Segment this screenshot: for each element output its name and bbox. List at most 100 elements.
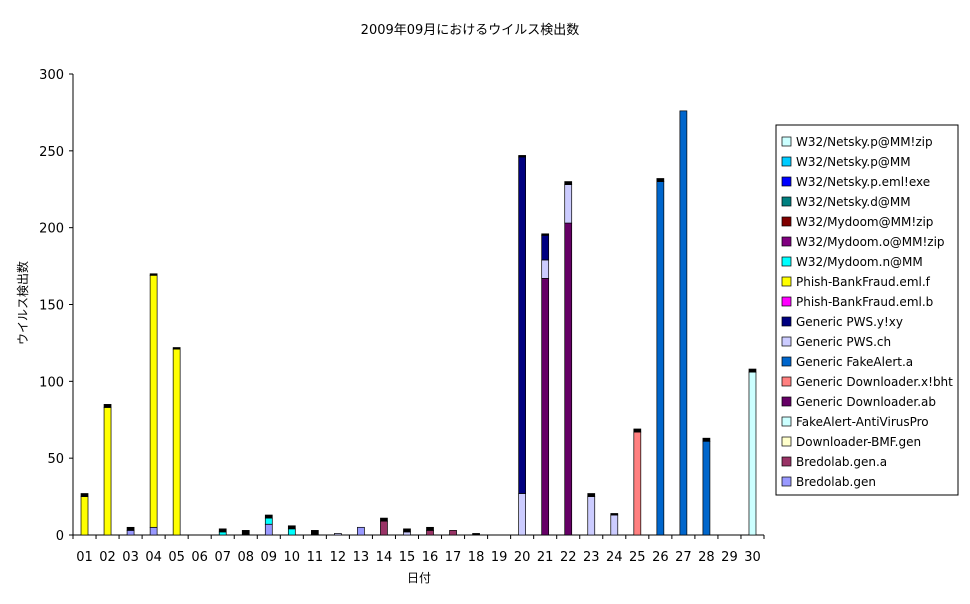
- bar-segment: [126, 530, 135, 536]
- bar-segment: [564, 222, 573, 536]
- bar-segment: [334, 533, 342, 536]
- bar-segment: [541, 259, 550, 279]
- bar-segment: [80, 493, 89, 497]
- bar-segment: [656, 178, 665, 182]
- bar-segment: [656, 181, 665, 536]
- legend-label: W32/Netsky.p@MM!zip: [796, 135, 933, 149]
- bar-segment: [472, 533, 480, 536]
- legend-swatch: [781, 396, 792, 407]
- bar-segment: [172, 347, 181, 350]
- bar-segment: [518, 155, 527, 158]
- legend-swatch: [781, 236, 792, 247]
- bar-segment: [610, 514, 619, 536]
- legend-label: Generic PWS.y!xy: [796, 315, 903, 329]
- bar-segment: [126, 526, 135, 531]
- legend-swatch: [781, 176, 792, 187]
- bar-segment: [518, 493, 527, 536]
- bar-segment: [564, 181, 573, 185]
- plot-area: 0 50 100 150 200 250 300 01 02 03 04 05 06 07 08 09 10 11…: [39, 68, 765, 565]
- legend-swatch: [781, 476, 792, 487]
- bar-segment: [679, 110, 688, 536]
- legend-swatch: [781, 376, 792, 387]
- bar-segment: [518, 156, 527, 494]
- x-tick-label: 22: [560, 550, 577, 565]
- bar-segment: [264, 523, 273, 536]
- bar-segment: [702, 437, 711, 442]
- bar-segment: [103, 404, 112, 408]
- x-tick-label: 01: [76, 550, 93, 565]
- x-tick-label: 03: [122, 550, 139, 565]
- legend-swatch: [781, 356, 792, 367]
- x-tick-label: 02: [99, 550, 116, 565]
- legend-label: Phish-BankFraud.eml.b: [796, 295, 933, 309]
- bar-segment: [748, 368, 757, 373]
- y-tick-label: 0: [56, 529, 64, 544]
- bar-segment: [103, 407, 112, 536]
- bar-segment: [564, 184, 573, 224]
- legend-label: FakeAlert-AntiVirusPro: [796, 415, 929, 429]
- x-tick-label: 27: [675, 550, 692, 565]
- legend-swatch: [781, 216, 792, 227]
- bar-segment: [149, 274, 158, 528]
- bar-segment: [357, 526, 365, 536]
- bar-segment: [587, 493, 596, 497]
- x-tick-label: 14: [376, 550, 393, 565]
- legend-swatch: [781, 456, 792, 467]
- legend-label: Generic Downloader.x!bht: [796, 375, 953, 389]
- bar-segment: [610, 513, 619, 516]
- x-tick-label: 28: [698, 550, 715, 565]
- bar-segment: [426, 526, 434, 531]
- bar-segment: [380, 517, 388, 522]
- legend-label: W32/Netsky.d@MM: [796, 195, 911, 209]
- x-tick-label: 13: [353, 550, 370, 565]
- legend-label: Bredolab.gen: [796, 475, 876, 489]
- y-tick-label: 300: [39, 68, 64, 83]
- legend-label: Bredolab.gen.a: [796, 455, 887, 469]
- legend-label: W32/Mydoom.n@MM: [796, 255, 923, 269]
- bar-segment: [311, 530, 319, 536]
- x-tick-label: 25: [629, 550, 646, 565]
- x-tick-label: 07: [214, 550, 231, 565]
- x-tick-label: 06: [191, 550, 208, 565]
- bar-segment: [633, 428, 642, 433]
- x-tick-label: 17: [445, 550, 462, 565]
- bar-segment: [172, 348, 181, 536]
- bar-segment: [587, 496, 596, 536]
- y-tick-label: 100: [39, 375, 64, 390]
- legend-swatch: [781, 296, 792, 307]
- legend-label: W32/Netsky.p.eml!exe: [796, 175, 930, 189]
- bar-segment: [403, 528, 411, 533]
- y-axis-label: ウイルス検出数: [15, 261, 30, 345]
- bar-segment: [633, 431, 642, 536]
- bar-segment: [426, 530, 434, 536]
- bar-segment: [149, 526, 158, 536]
- y-tick-label: 150: [39, 299, 64, 314]
- bar-segment: [541, 233, 550, 236]
- bar-segment: [748, 371, 757, 536]
- legend-swatch: [781, 436, 792, 447]
- bar-segment: [449, 530, 457, 536]
- bar-segment: [541, 278, 550, 536]
- legend-swatch: [781, 276, 792, 287]
- x-tick-label: 12: [330, 550, 347, 565]
- x-tick-label: 18: [468, 550, 485, 565]
- legend-swatch: [781, 336, 792, 347]
- bar-segment: [264, 514, 273, 519]
- x-tick-label: 20: [514, 550, 531, 565]
- chart-title: 2009年09月におけるウイルス検出数: [361, 23, 580, 38]
- bar-segment: [80, 496, 89, 536]
- x-tick-label: 09: [261, 550, 278, 565]
- x-tick-label: 19: [491, 550, 508, 565]
- legend-swatch: [781, 256, 792, 267]
- bar-segment: [702, 440, 711, 536]
- bar-segment: [149, 273, 158, 276]
- legend-label: Phish-BankFraud.eml.f: [796, 275, 931, 289]
- x-tick-label: 15: [399, 550, 416, 565]
- y-tick-label: 250: [39, 145, 64, 160]
- bar-segment: [287, 525, 296, 530]
- x-tick-label: 11: [307, 550, 324, 565]
- legend-label: W32/Netsky.p@MM: [796, 155, 911, 169]
- y-tick-label: 50: [47, 452, 64, 467]
- x-tick-label: 30: [744, 550, 761, 565]
